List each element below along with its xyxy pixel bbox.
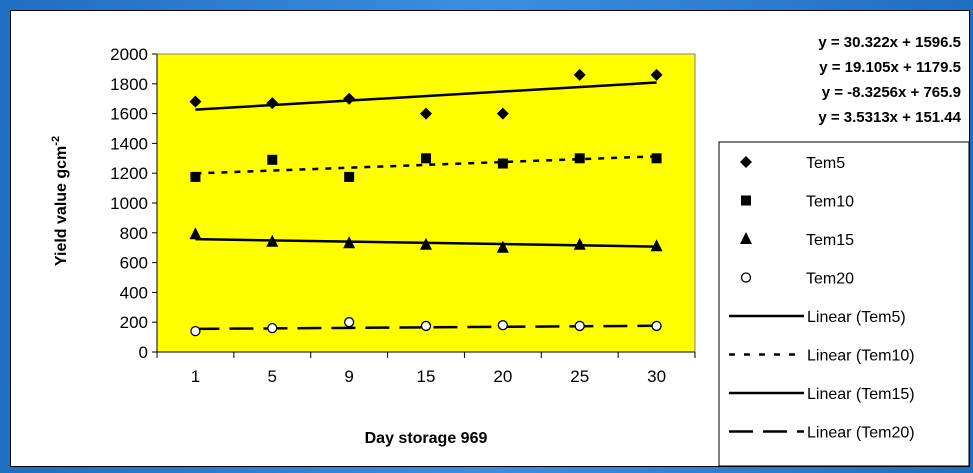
x-tick-label: 30 — [647, 367, 666, 386]
legend-marker — [740, 272, 752, 283]
data-point — [266, 234, 279, 247]
data-point — [189, 95, 202, 108]
y-tick-label: 1000 — [110, 194, 148, 213]
legend-label: Tem5 — [806, 155, 845, 172]
legend-label: Linear (Tem5) — [807, 309, 906, 326]
plot-area — [156, 53, 696, 353]
legend-label: Tem20 — [806, 271, 854, 288]
legend-marker — [741, 195, 751, 206]
x-tick-label: 1 — [191, 367, 200, 386]
x-tick-label: 5 — [268, 367, 277, 386]
data-point — [420, 107, 432, 120]
data-point — [650, 68, 663, 81]
data-point — [496, 240, 509, 253]
legend-label: Linear (Tem20) — [807, 425, 915, 442]
equations: y = 30.322x + 1596.5 y = 19.105x + 1179.… — [818, 34, 961, 126]
data-point — [421, 153, 431, 164]
data-point — [497, 158, 508, 169]
legend-marker — [740, 156, 752, 168]
legend-label: Linear (Tem15) — [807, 386, 915, 403]
legend-label: Tem15 — [806, 232, 854, 249]
data-point — [343, 92, 356, 105]
data-point — [497, 320, 509, 331]
equation-3: y = -8.3256x + 765.9 — [822, 84, 961, 101]
data-point — [267, 154, 278, 165]
data-point — [574, 320, 585, 332]
y-tick-label: 0 — [139, 343, 148, 362]
legend-label: Linear (Tem10) — [807, 348, 915, 365]
y-tick-label: 1800 — [110, 75, 148, 94]
data-point — [573, 237, 586, 250]
y-tick-label: 2000 — [110, 45, 148, 64]
data-point — [189, 227, 202, 240]
data-point — [496, 107, 509, 120]
y-tick-label: 400 — [120, 283, 148, 302]
data-point — [420, 237, 432, 250]
y-axis-title: Yield value gcm-2 — [50, 136, 70, 266]
y-tick-label: 1400 — [110, 134, 148, 153]
series-tem10 — [190, 153, 662, 182]
data-point — [573, 68, 586, 81]
x-tick-label: 25 — [570, 367, 589, 386]
data-point — [344, 171, 355, 182]
x-axis: 1 5 9 15 20 25 30 — [156, 351, 696, 386]
y-tick-label: 200 — [120, 313, 148, 332]
data-point — [190, 325, 201, 337]
legend: Tem5 Tem10 Tem15 Tem20 Linear (Tem5) Linear (… — [718, 141, 969, 466]
equation-1: y = 30.322x + 1596.5 — [818, 34, 961, 51]
x-tick-label: 15 — [417, 367, 436, 386]
data-points — [189, 68, 663, 337]
y-tick-label: 1600 — [110, 105, 148, 124]
legend-marker — [740, 232, 752, 244]
data-point — [190, 171, 201, 182]
data-point — [343, 317, 355, 328]
data-point — [343, 236, 356, 249]
legend-label: Tem10 — [806, 194, 854, 211]
series-tem20 — [190, 317, 662, 337]
data-point — [651, 153, 662, 164]
legend-box — [718, 141, 969, 466]
data-point — [420, 320, 432, 332]
data-point — [574, 153, 585, 164]
y-tick-label: 1200 — [110, 164, 148, 183]
data-point — [651, 320, 662, 332]
y-axis: 0 200 400 600 800 1000 1200 1400 1600 1800 2000 — [110, 45, 158, 362]
data-point — [266, 97, 279, 110]
legend-items: Tem5 Tem10 Tem15 Tem20 Linear (Tem5) Linear (… — [729, 155, 915, 442]
series-tem15 — [189, 227, 663, 253]
data-point — [650, 239, 663, 252]
series-tem5 — [189, 68, 663, 120]
x-tick-label: 20 — [493, 367, 512, 386]
x-tick-label: 9 — [344, 367, 353, 386]
y-tick-label: 600 — [120, 254, 148, 273]
data-point — [267, 323, 278, 334]
equation-4: y = 3.5313x + 151.44 — [818, 109, 961, 126]
x-axis-title: Day storage 969 — [365, 430, 488, 447]
equation-2: y = 19.105x + 1179.5 — [819, 59, 961, 76]
y-tick-label: 800 — [120, 224, 148, 243]
